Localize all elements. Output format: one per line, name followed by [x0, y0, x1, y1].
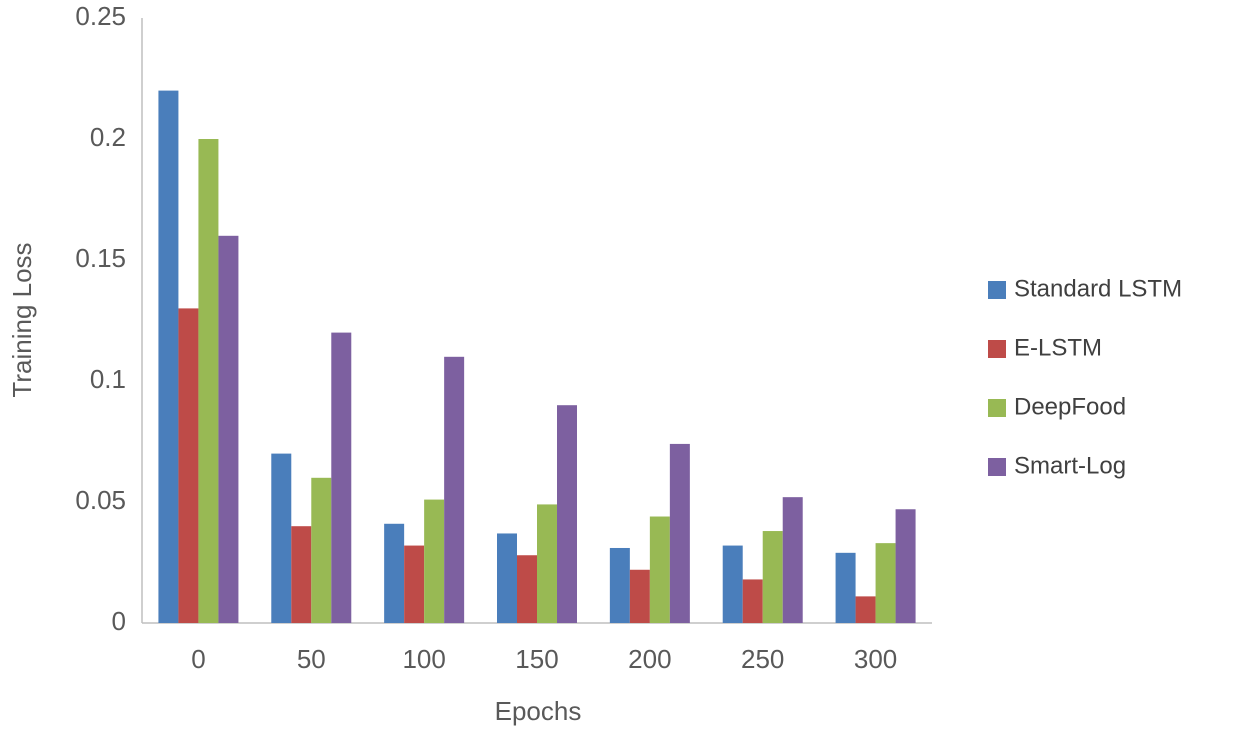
bar — [517, 555, 537, 623]
bar — [497, 533, 517, 623]
bar — [218, 235, 239, 624]
bar — [178, 308, 199, 623]
legend-swatch — [988, 281, 1006, 299]
bar — [609, 547, 630, 623]
x-tick-label: 50 — [297, 644, 326, 674]
bar — [875, 543, 896, 623]
bar — [331, 332, 352, 623]
bar — [835, 552, 856, 623]
y-tick-label: 0.25 — [75, 1, 126, 31]
x-axis-title: Epochs — [495, 696, 582, 726]
y-axis-title: Training Loss — [7, 242, 37, 397]
bar — [855, 596, 876, 623]
bar — [762, 531, 783, 623]
x-tick-label: 250 — [741, 644, 784, 674]
bar — [669, 443, 690, 623]
bar — [198, 139, 219, 623]
y-tick-label: 0.1 — [90, 364, 126, 394]
legend-swatch — [988, 399, 1006, 417]
bar — [557, 405, 577, 623]
bar — [311, 477, 332, 623]
x-tick-label: 200 — [628, 644, 671, 674]
y-tick-label: 0 — [112, 606, 126, 636]
x-tick-label: 300 — [854, 644, 897, 674]
bar — [444, 356, 465, 623]
bar — [291, 526, 312, 623]
bar — [424, 499, 445, 623]
y-tick-label: 0.15 — [75, 243, 126, 273]
x-tick-label: 100 — [402, 644, 445, 674]
legend-label: Standard LSTM — [1014, 275, 1182, 302]
bar — [782, 497, 803, 623]
bar — [649, 516, 670, 623]
x-tick-label: 0 — [191, 644, 205, 674]
legend-label: Smart-Log — [1014, 452, 1126, 479]
legend-label: E-LSTM — [1014, 334, 1102, 361]
bar — [722, 545, 743, 623]
bar — [895, 509, 916, 623]
y-tick-label: 0.2 — [90, 122, 126, 152]
y-tick-label: 0.05 — [75, 485, 126, 515]
bar — [629, 569, 650, 623]
bar — [158, 90, 179, 624]
bar — [271, 453, 292, 623]
bar — [384, 523, 405, 623]
bar — [742, 579, 763, 623]
legend-swatch — [988, 340, 1006, 358]
legend-label: DeepFood — [1014, 393, 1126, 420]
legend-swatch — [988, 458, 1006, 476]
x-tick-label: 150 — [515, 644, 558, 674]
bar — [404, 545, 425, 623]
bar — [537, 504, 557, 623]
